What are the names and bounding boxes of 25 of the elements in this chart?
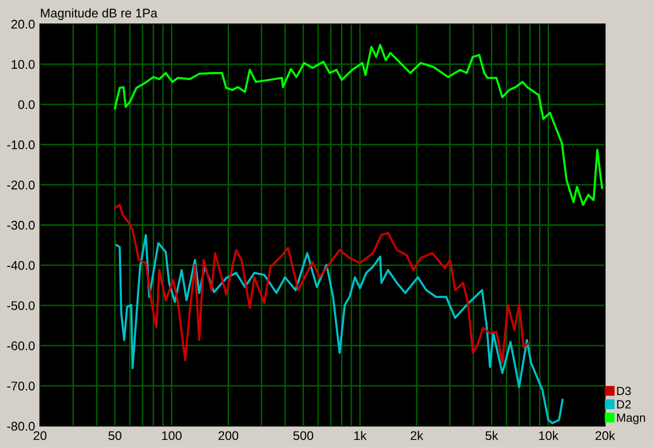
y-tick-label: -60.0 xyxy=(7,341,35,350)
y-tick-label: -10.0 xyxy=(7,140,35,150)
y-tick-label: -80.0 xyxy=(7,422,35,431)
x-tick-label: 2k xyxy=(410,430,424,440)
x-tick-label: 200 xyxy=(218,431,238,440)
y-axis-title: Magnitude dB re 1Pa xyxy=(41,8,158,20)
legend-label: Magn xyxy=(617,414,645,424)
x-tick-label: 50 xyxy=(108,431,122,440)
y-tick-label: -50.0 xyxy=(7,301,35,310)
legend-label: D2 xyxy=(617,400,631,408)
x-tick-label: 20 xyxy=(34,431,46,440)
y-tick-label: -30.0 xyxy=(7,220,35,230)
y-tick-label: -40.0 xyxy=(7,261,35,270)
legend-label: D3 xyxy=(617,386,631,396)
x-tick-label: 20k xyxy=(596,430,616,440)
x-tick-label: 5k xyxy=(486,430,498,440)
x-tick-label: 100 xyxy=(162,431,182,440)
y-tick-label: 0.0 xyxy=(18,100,35,110)
x-tick-label: 500 xyxy=(293,431,314,440)
x-tick-label: 1k xyxy=(354,430,367,440)
x-tick-label: 10k xyxy=(539,430,558,440)
y-tick-label: -20.0 xyxy=(7,180,35,190)
y-tick-label: -70.0 xyxy=(7,382,35,390)
y-tick-label: 10.0 xyxy=(12,60,35,69)
y-tick-label: 20.0 xyxy=(11,20,35,29)
